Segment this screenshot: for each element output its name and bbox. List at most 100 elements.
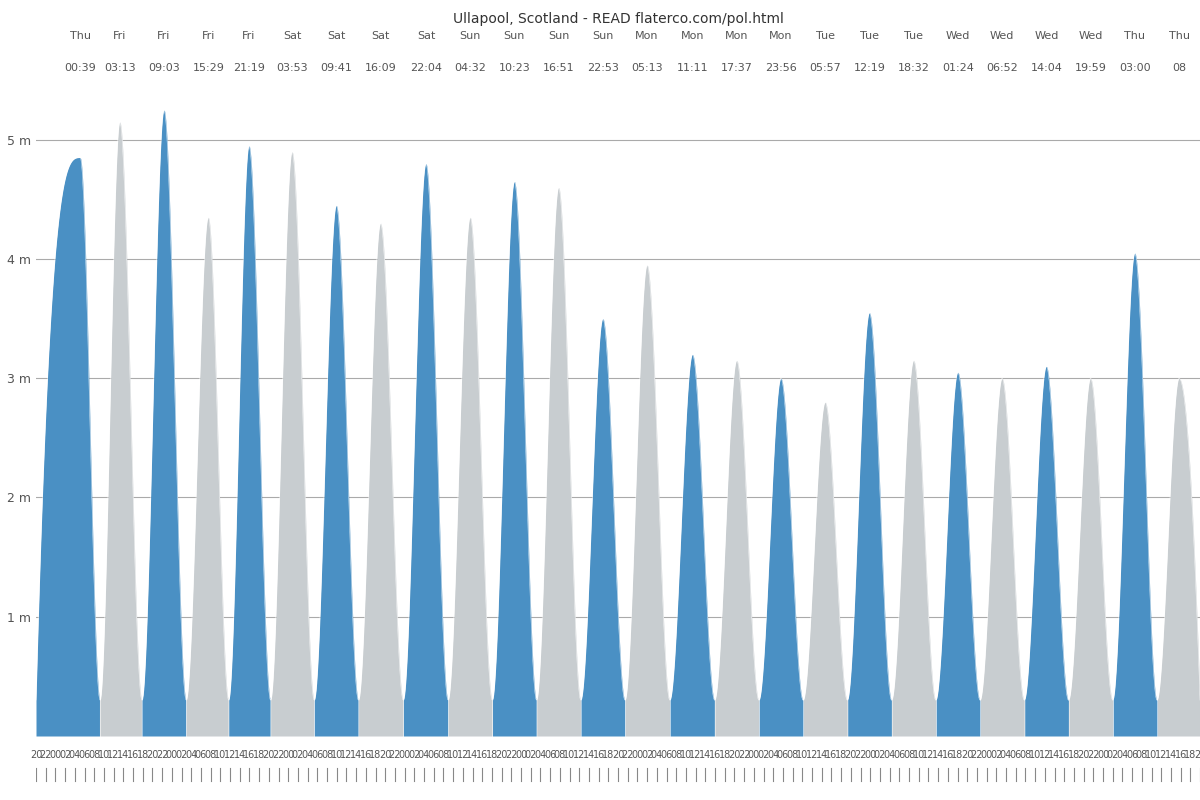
Text: 16: 16 [942, 750, 954, 760]
Text: 16:51: 16:51 [542, 63, 575, 73]
Text: Tue: Tue [860, 31, 878, 41]
Text: 03:00: 03:00 [1120, 63, 1151, 73]
Text: Fri: Fri [202, 31, 215, 41]
Text: 00: 00 [631, 750, 643, 760]
Text: 06: 06 [194, 750, 208, 760]
Text: 05:13: 05:13 [631, 63, 662, 73]
Text: 12: 12 [341, 750, 353, 760]
Text: Thu: Thu [70, 31, 91, 41]
Text: 06: 06 [427, 750, 440, 760]
Text: 02: 02 [292, 750, 304, 760]
Text: 16: 16 [476, 750, 488, 760]
Text: 04: 04 [1116, 750, 1128, 760]
Text: 20: 20 [496, 750, 508, 760]
Text: Mon: Mon [725, 31, 749, 41]
Text: Sun: Sun [460, 31, 481, 41]
Text: 08: 08 [1172, 63, 1186, 73]
Text: 00: 00 [166, 750, 178, 760]
Text: 10: 10 [1028, 750, 1042, 760]
Text: Sun: Sun [548, 31, 569, 41]
Text: 22: 22 [272, 750, 284, 760]
Text: Fri: Fri [113, 31, 126, 41]
Text: 18: 18 [370, 750, 382, 760]
Text: 00: 00 [515, 750, 527, 760]
Text: 00: 00 [398, 750, 410, 760]
Text: 23:56: 23:56 [766, 63, 797, 73]
Text: 21:19: 21:19 [233, 63, 265, 73]
Text: Mon: Mon [769, 31, 793, 41]
Text: 10: 10 [214, 750, 227, 760]
Text: 02: 02 [59, 750, 71, 760]
Text: 04: 04 [418, 750, 430, 760]
Text: Sat: Sat [416, 31, 436, 41]
Text: 06:52: 06:52 [986, 63, 1018, 73]
Text: 02: 02 [641, 750, 653, 760]
Text: 04: 04 [301, 750, 313, 760]
Text: 02: 02 [408, 750, 420, 760]
Text: 00: 00 [748, 750, 760, 760]
Text: 04: 04 [883, 750, 895, 760]
Text: 22: 22 [738, 750, 750, 760]
Text: 14: 14 [234, 750, 246, 760]
Text: 02: 02 [874, 750, 886, 760]
Text: Ullapool, Scotland - READ flaterco.com/pol.html: Ullapool, Scotland - READ flaterco.com/p… [452, 12, 784, 26]
Text: 18: 18 [253, 750, 265, 760]
Text: 16: 16 [1058, 750, 1070, 760]
Text: 02: 02 [1106, 750, 1118, 760]
Text: 04: 04 [185, 750, 197, 760]
Text: 12: 12 [108, 750, 120, 760]
Text: 14: 14 [700, 750, 712, 760]
Text: 12: 12 [806, 750, 818, 760]
Text: 18: 18 [1068, 750, 1080, 760]
Text: 00:39: 00:39 [65, 63, 96, 73]
Text: Tue: Tue [816, 31, 835, 41]
Text: Thu: Thu [1169, 31, 1189, 41]
Text: 00: 00 [1097, 750, 1109, 760]
Text: Mon: Mon [635, 31, 659, 41]
Text: 06: 06 [78, 750, 91, 760]
Text: 08: 08 [320, 750, 334, 760]
Text: 16: 16 [1175, 750, 1187, 760]
Text: 19:59: 19:59 [1075, 63, 1106, 73]
Text: 06: 06 [660, 750, 673, 760]
Text: 12: 12 [1156, 750, 1168, 760]
Text: 14: 14 [932, 750, 944, 760]
Text: 04: 04 [68, 750, 80, 760]
Text: Mon: Mon [680, 31, 704, 41]
Text: 06: 06 [893, 750, 906, 760]
Text: 03:53: 03:53 [276, 63, 308, 73]
Text: 20: 20 [845, 750, 857, 760]
Text: 10: 10 [1145, 750, 1158, 760]
Text: 09:41: 09:41 [320, 63, 353, 73]
Text: 22: 22 [1087, 750, 1099, 760]
Text: 06: 06 [1126, 750, 1139, 760]
Text: 00: 00 [980, 750, 992, 760]
Text: 12: 12 [574, 750, 586, 760]
Text: 12: 12 [690, 750, 702, 760]
Text: 14: 14 [1165, 750, 1177, 760]
Text: 10: 10 [912, 750, 925, 760]
Text: 11:11: 11:11 [677, 63, 708, 73]
Text: 08: 08 [670, 750, 683, 760]
Text: 14: 14 [1049, 750, 1061, 760]
Text: 02: 02 [990, 750, 1002, 760]
Text: 04: 04 [534, 750, 546, 760]
Text: 18: 18 [602, 750, 614, 760]
Text: 04: 04 [650, 750, 662, 760]
Text: 20: 20 [263, 750, 275, 760]
Text: 08: 08 [204, 750, 217, 760]
Text: 06: 06 [311, 750, 324, 760]
Text: Wed: Wed [1034, 31, 1058, 41]
Text: 00: 00 [49, 750, 61, 760]
Text: 10:23: 10:23 [498, 63, 530, 73]
Text: 14:04: 14:04 [1031, 63, 1062, 73]
Text: 10: 10 [563, 750, 576, 760]
Text: Wed: Wed [1079, 31, 1103, 41]
Text: 20: 20 [728, 750, 740, 760]
Text: 02: 02 [175, 750, 187, 760]
Text: 22:53: 22:53 [587, 63, 619, 73]
Text: 08: 08 [1135, 750, 1148, 760]
Text: 12:19: 12:19 [853, 63, 886, 73]
Text: 04: 04 [767, 750, 779, 760]
Text: 22: 22 [622, 750, 634, 760]
